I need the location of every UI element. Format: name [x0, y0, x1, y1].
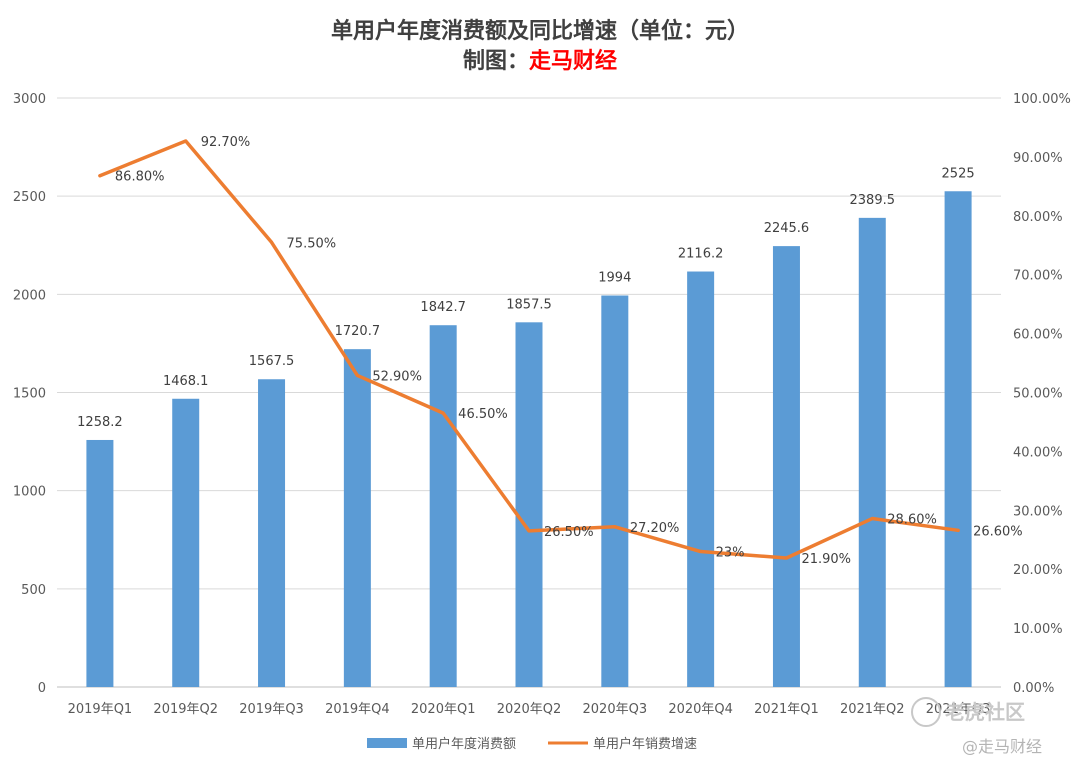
y-right-tick-label: 100.00%: [1013, 92, 1071, 107]
bar-data-label: 1567.5: [249, 354, 295, 369]
bar-labels: 1258.2 1468.1 1567.5 1720.7 1842.7 1857.5 1994…: [77, 166, 974, 430]
y-right-tick-label: 80.00%: [1013, 210, 1063, 225]
line-point: [98, 174, 102, 178]
line-data-label: 92.70%: [201, 135, 251, 150]
y-left-tick-label: 1500: [13, 387, 46, 402]
x-tick-label: 2020年Q4: [668, 702, 733, 717]
tiger-logo-icon: [911, 697, 941, 727]
y-right-tick-label: 0.00%: [1013, 681, 1054, 696]
line-point: [355, 373, 359, 377]
x-tick-label: 2021年Q2: [840, 702, 905, 717]
legend-label-bar: 单用户年度消费额: [412, 736, 516, 752]
line-data-label: 21.90%: [801, 552, 851, 567]
bar-data-label: 1842.7: [420, 300, 466, 315]
line-point: [270, 240, 274, 244]
bar-data-label: 1258.2: [77, 415, 123, 430]
line-data-label: 26.50%: [544, 525, 594, 540]
bar-data-label: 2525: [942, 166, 975, 181]
chart-title: 单用户年度消费额及同比增速（单位：元）: [331, 18, 749, 44]
bar-data-label: 2389.5: [850, 193, 896, 208]
legend-swatch-bar: [367, 738, 407, 748]
y-right-tick-label: 90.00%: [1013, 151, 1063, 166]
y-right-tick-label: 60.00%: [1013, 328, 1063, 343]
line-data-label: 28.60%: [887, 513, 937, 528]
x-tick-label: 2021年Q1: [754, 702, 819, 717]
bar: [858, 217, 886, 687]
x-tick-label: 2019年Q3: [239, 702, 304, 717]
legend: 单用户年度消费额 单用户年销费增速: [367, 736, 697, 752]
chart-subtitle: 制图：走马财经: [463, 48, 617, 74]
bar: [944, 191, 972, 687]
line-point: [613, 525, 617, 529]
x-tick-label: 2019年Q2: [153, 702, 218, 717]
y-left-tick-label: 0: [38, 681, 46, 696]
x-tick-label: 2019年Q4: [325, 702, 390, 717]
y-right-tick-label: 70.00%: [1013, 269, 1063, 284]
line-data-label: 23%: [716, 546, 745, 561]
line-data-label: 75.50%: [287, 236, 337, 251]
bar-data-label: 1994: [598, 271, 631, 286]
y-right-tick-label: 50.00%: [1013, 387, 1063, 402]
y-right-tick-label: 10.00%: [1013, 622, 1063, 637]
bar-data-label: 2245.6: [764, 221, 810, 236]
y-left-tick-label: 2000: [13, 288, 46, 303]
bar: [258, 379, 286, 687]
watermark: 老虎社区 @走马财经: [911, 697, 1042, 756]
bar-data-label: 2116.2: [678, 247, 724, 262]
line-point: [870, 517, 874, 521]
x-tick-label: 2021年Q3: [926, 702, 991, 717]
y-left-tick-label: 1000: [13, 485, 46, 500]
bar-data-label: 1857.5: [506, 297, 552, 312]
bar: [601, 295, 629, 687]
x-tick-label: 2020年Q1: [411, 702, 476, 717]
y-axis-left: 0 500 1000 1500 2000 2500 3000: [13, 92, 46, 696]
bar-series: [86, 191, 972, 687]
watermark-source: @走马财经: [962, 737, 1042, 756]
line-labels: 86.80% 92.70% 75.50% 52.90% 46.50% 26.50% 27.2…: [115, 135, 1023, 567]
line-data-label: 46.50%: [458, 407, 508, 422]
y-left-tick-label: 500: [21, 583, 46, 598]
y-right-tick-label: 40.00%: [1013, 445, 1063, 460]
line-data-label: 52.90%: [372, 369, 422, 384]
subtitle-prefix: 制图：: [463, 48, 529, 74]
line-data-label: 27.20%: [630, 521, 680, 536]
legend-label-line: 单用户年销费增速: [593, 736, 697, 752]
line-point: [441, 411, 445, 415]
watermark-text: 老虎社区: [945, 700, 1025, 724]
x-tick-label: 2020年Q3: [583, 702, 648, 717]
bar: [772, 246, 800, 687]
line-point: [527, 529, 531, 533]
y-right-tick-label: 20.00%: [1013, 563, 1063, 578]
x-tick-label: 2019年Q1: [68, 702, 133, 717]
y-left-tick-label: 3000: [13, 92, 46, 107]
line-point: [784, 556, 788, 560]
bar-data-label: 1468.1: [163, 374, 209, 389]
line-point: [699, 550, 703, 554]
line-series: [98, 139, 960, 560]
bar: [343, 349, 371, 687]
bar: [172, 398, 200, 687]
y-axis-right: 0.00% 10.00% 20.00% 30.00% 40.00% 50.00% 60.00…: [1013, 92, 1071, 696]
bar: [86, 439, 114, 687]
subtitle-brand: 走马财经: [529, 48, 617, 74]
y-right-tick-label: 30.00%: [1013, 504, 1063, 519]
y-left-tick-label: 2500: [13, 190, 46, 205]
line-data-label: 26.60%: [973, 524, 1023, 539]
bar: [515, 322, 543, 687]
bar: [687, 271, 715, 687]
x-axis: 2019年Q1 2019年Q2 2019年Q3 2019年Q4 2020年Q1 2020年…: [68, 702, 991, 717]
bar-data-label: 1720.7: [335, 324, 381, 339]
line-point: [956, 528, 960, 532]
line-data-label: 86.80%: [115, 170, 165, 185]
line-point: [184, 139, 188, 143]
bar: [429, 325, 457, 687]
x-tick-label: 2020年Q2: [497, 702, 562, 717]
